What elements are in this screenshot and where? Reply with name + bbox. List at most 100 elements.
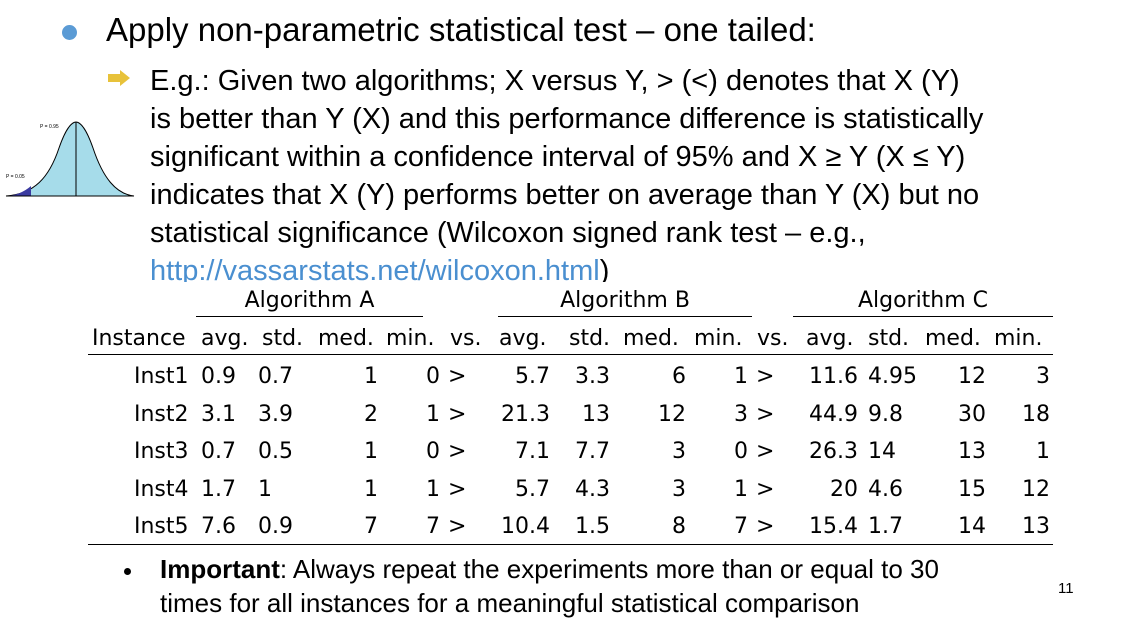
column-header: med. xyxy=(925,326,981,351)
table-cell: 1.7 xyxy=(201,476,236,502)
table-cell: 13 xyxy=(1022,514,1050,539)
table-cell: 14 xyxy=(958,514,986,539)
column-header: med. xyxy=(318,326,374,351)
table-cell: 11.6 xyxy=(809,364,858,389)
column-header: Instance xyxy=(92,326,186,351)
note-line-1-rest: : Always repeat the experiments more tha… xyxy=(279,554,939,584)
column-header: min. xyxy=(694,326,743,351)
table-cell: 3 xyxy=(734,401,748,427)
table-cell: 1 xyxy=(426,401,440,427)
table-cell: 20 xyxy=(830,476,858,502)
column-header: vs. xyxy=(757,326,789,351)
bullet-heading: Apply non-parametric statistical test – … xyxy=(106,11,816,48)
table-cell: 5.7 xyxy=(515,476,550,502)
link-line: http://vassarstats.net/wilcoxon.html) xyxy=(150,252,1100,282)
table-cell: > xyxy=(448,364,467,389)
table-cell: 7.7 xyxy=(575,439,610,464)
table-cell: 1 xyxy=(258,476,272,502)
table-cell: 7 xyxy=(734,514,748,539)
group-rule-b xyxy=(498,316,752,317)
table-cell: 4.6 xyxy=(868,476,903,502)
table-cell: 9.8 xyxy=(868,401,903,427)
table-cell: 3 xyxy=(672,439,686,464)
table-cell: 15.4 xyxy=(809,514,858,539)
results-table: Algorithm A Algorithm B Algorithm C Instan… xyxy=(88,285,1058,547)
wilcoxon-link[interactable]: http://vassarstats.net/wilcoxon.html xyxy=(150,255,600,282)
page-number: 11 xyxy=(1058,580,1074,597)
bullet-dot-small xyxy=(124,568,131,575)
text-line: is better than Y (X) and this performanc… xyxy=(150,103,984,135)
column-header: med. xyxy=(623,326,679,351)
bullet-dot xyxy=(62,25,77,40)
table-cell: 13 xyxy=(582,401,610,427)
important-note: Important: Always repeat the experiments… xyxy=(160,552,1060,620)
table-cell: > xyxy=(448,514,467,539)
table-cell: 7 xyxy=(426,514,440,539)
table-cell: 7.6 xyxy=(201,514,236,539)
arrow-bullet-icon xyxy=(108,70,130,86)
table-cell: 3 xyxy=(672,476,686,502)
group-rule-c xyxy=(793,316,1053,317)
table-cell: > xyxy=(756,364,775,389)
column-header: avg. xyxy=(806,326,854,351)
column-header: min. xyxy=(994,326,1043,351)
table-cell: > xyxy=(756,514,775,539)
table-cell: 1 xyxy=(1036,439,1050,464)
table-cell: 0.9 xyxy=(258,514,293,539)
bullet-example-text: E.g.: Given two algorithms; X versus Y, … xyxy=(150,62,1100,282)
text-line: indicates that X (Y) performs better on … xyxy=(150,179,980,211)
table-cell: 4.95 xyxy=(868,364,917,389)
row-label: Inst5 xyxy=(134,514,189,539)
row-label: Inst1 xyxy=(134,364,189,389)
group-rule-a xyxy=(196,316,423,317)
table-cell: 1 xyxy=(364,364,378,389)
group-header: Algorithm C xyxy=(857,288,989,313)
column-header: std. xyxy=(569,326,611,351)
row-label: Inst4 xyxy=(134,476,189,502)
table-cell: 4.3 xyxy=(575,476,610,502)
table-cell: 12 xyxy=(958,364,986,389)
table-cell: 5.7 xyxy=(515,364,550,389)
table-cell: 1 xyxy=(364,476,378,502)
table-cell: 15 xyxy=(958,476,986,502)
text-line: E.g.: Given two algorithms; X versus Y, … xyxy=(150,65,960,97)
table-cell: 44.9 xyxy=(809,401,858,427)
link-suffix: ) xyxy=(599,255,610,282)
header-rule xyxy=(88,354,1053,355)
table-cell: 8 xyxy=(672,514,686,539)
row-label: Inst3 xyxy=(134,439,189,464)
table-cell: 26.3 xyxy=(809,439,858,464)
table-cell: 3 xyxy=(1036,364,1050,389)
note-line-1: Important: Always repeat the experiments… xyxy=(160,552,1060,586)
table-cell: 0.7 xyxy=(258,364,293,389)
table-cell: 12 xyxy=(658,401,686,427)
table-cell: 6 xyxy=(672,364,686,389)
note-line-2: times for all instances for a meaningful… xyxy=(160,588,860,618)
table-cell: > xyxy=(448,401,467,427)
table-cell: 1.7 xyxy=(868,514,903,539)
table-cell: 0 xyxy=(426,364,440,389)
table-cell: 21.3 xyxy=(501,401,550,427)
table-cell: 30 xyxy=(958,401,986,427)
table-cell: > xyxy=(756,401,775,427)
table-cell: 1 xyxy=(364,439,378,464)
bell-label-top: P = 0.95 xyxy=(40,124,59,130)
table-cell: 3.9 xyxy=(258,401,293,427)
table-cell: 14 xyxy=(868,439,896,464)
table-cell: 12 xyxy=(1022,476,1050,502)
table-cell: 1 xyxy=(734,476,748,502)
table-cell: 1 xyxy=(426,476,440,502)
table-cell: 0.9 xyxy=(201,364,236,389)
table-cell: 0.5 xyxy=(258,439,293,464)
text-line: significant within a confidence interval… xyxy=(150,141,966,173)
text-line: statistical significance (Wilcoxon signe… xyxy=(150,217,866,249)
table-cell: 7 xyxy=(364,514,378,539)
table-cell: > xyxy=(756,476,775,502)
group-header: Algorithm A xyxy=(244,288,375,313)
column-header: std. xyxy=(262,326,304,351)
column-header: min. xyxy=(386,326,435,351)
table-cell: 3.3 xyxy=(575,364,610,389)
column-header: vs. xyxy=(450,326,482,351)
table-cell: 7.1 xyxy=(515,439,550,464)
table-cell: 1.5 xyxy=(575,514,610,539)
